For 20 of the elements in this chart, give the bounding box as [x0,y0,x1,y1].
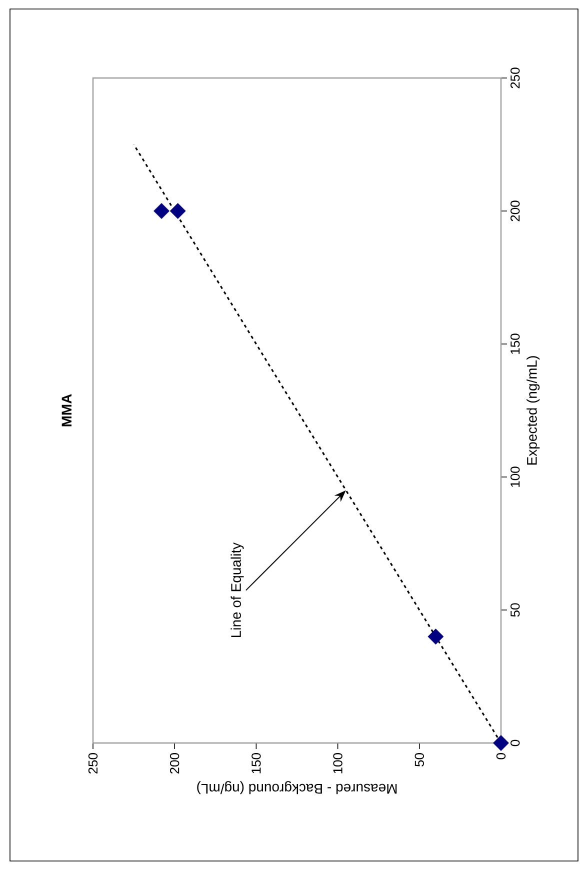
point [493,735,509,751]
y-tick-label: 200 [510,200,520,222]
y-tick-label: 150 [510,334,520,354]
x-tick-label: 250 [88,753,98,774]
y-tick-label: 250 [510,68,520,88]
x-axis-title: Measured - Background (ng/mL) [197,781,397,794]
text: MMA [62,394,72,426]
x-tick-label: 100 [333,753,342,774]
x-tick-label: 200 [170,753,180,774]
y-tick-label: 50 [510,603,520,617]
annotation: Line of Equality [230,542,244,638]
x-tick-label: 50 [414,753,424,766]
point [170,203,186,219]
y-tick-label: 0 [510,740,520,746]
point [154,203,170,219]
point [428,628,444,645]
x-tick-label: 0 [496,753,506,760]
x-tick-label: 150 [252,753,261,774]
y-axis-title: Expected (ng/mL) [526,356,540,465]
y-tick-label: 100 [510,466,520,487]
